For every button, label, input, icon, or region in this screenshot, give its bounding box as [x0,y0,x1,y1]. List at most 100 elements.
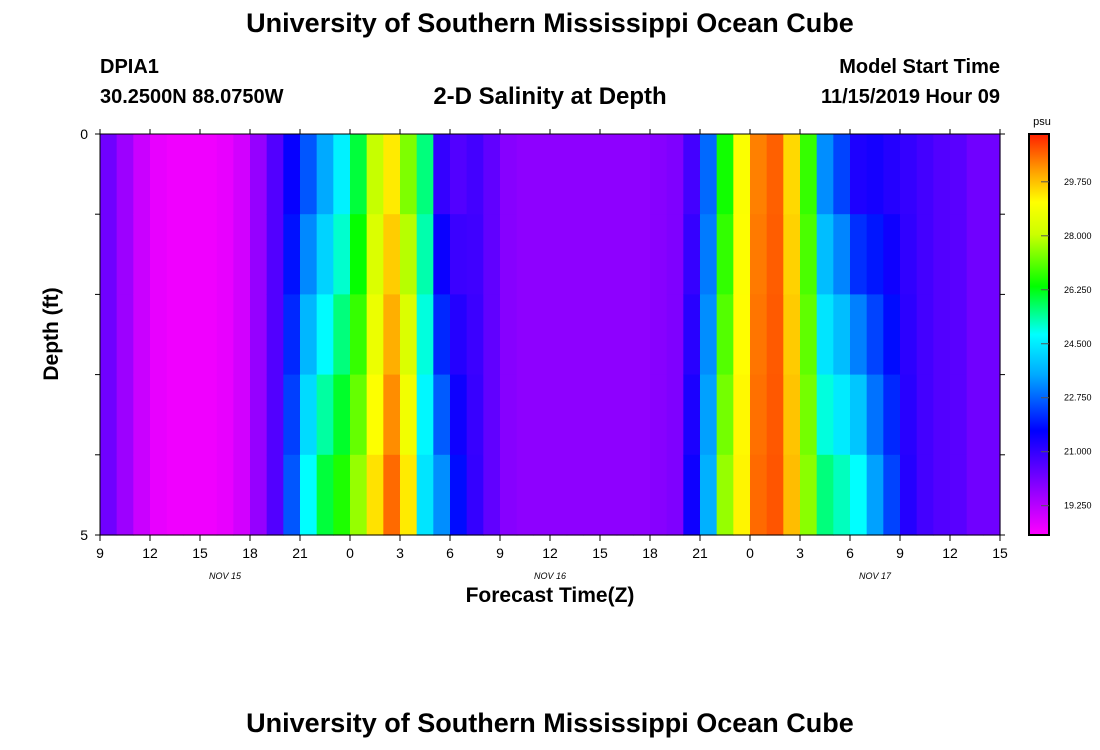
heatmap-cell [450,454,468,536]
heatmap-cell [483,294,501,376]
heatmap-cell [983,454,1001,536]
heatmap-cell [983,294,1001,376]
x-tick-label: 21 [292,545,308,561]
heatmap-cell [950,374,968,456]
heatmap-cell [433,294,451,376]
heatmap-cell [333,294,351,376]
heatmap-cell [816,294,834,376]
heatmap-cell [583,454,601,536]
heatmap-cell [883,134,901,215]
heatmap-cell [183,134,201,215]
station-id: DPIA1 [100,56,159,78]
heatmap-cell [133,374,151,456]
colorbar-unit: psu [1033,116,1051,128]
heatmap-cell [266,454,284,536]
x-tick-label: 12 [142,545,158,561]
heatmap-cell [566,294,584,376]
heatmap-cell [500,214,518,295]
heatmap-cell [983,374,1001,456]
heatmap-cell [616,294,634,376]
heatmap-cell [616,374,634,456]
heatmap-cell [616,214,634,295]
heatmap-cell [266,134,284,215]
heatmap-cell [416,374,434,456]
heatmap-cell [700,134,718,215]
heatmap-cell [433,214,451,295]
heatmap-cell [583,214,601,295]
x-tick-label: 15 [992,545,1008,561]
heatmap-cell [633,214,651,295]
x-tick-label: 3 [396,545,404,561]
heatmap-cell [866,214,884,295]
model-start-label: Model Start Time [839,56,1000,78]
heatmap-cell [533,374,551,456]
heatmap-cell [566,374,584,456]
heatmap-cell [266,294,284,376]
x-tick-label: 18 [242,545,258,561]
date-label: NOV 17 [859,571,892,581]
heatmap-cell [350,454,368,536]
heatmap-cell [833,374,851,456]
heatmap-cell [766,454,784,536]
heatmap-cell [183,214,201,295]
heatmap-cell [883,454,901,536]
heatmap-cell [150,454,168,536]
heatmap-cell [600,294,618,376]
heatmap-cell [183,454,201,536]
heatmap-cell [650,454,668,536]
heatmap-cell [850,214,868,295]
heatmap-cell [733,134,751,215]
heatmap-cell [483,454,501,536]
plot-title: 2-D Salinity at Depth [433,83,667,110]
heatmap-cell [283,374,301,456]
heatmap-cell [283,134,301,215]
heatmap-cell [766,134,784,215]
heatmap-cell [850,374,868,456]
heatmap-cell [500,454,518,536]
heatmap-cell [633,374,651,456]
heatmap-cell [616,134,634,215]
heatmap-cell [366,374,384,456]
heatmap-cell [933,454,951,536]
heatmap-cell [766,214,784,295]
heatmap-cell [683,214,701,295]
heatmap-cell [616,454,634,536]
heatmap-cell [450,294,468,376]
heatmap-cell [400,134,418,215]
heatmap-cell [716,214,734,295]
heatmap-cell [216,454,234,536]
heatmap-cell [916,454,934,536]
heatmap-cell [233,134,251,215]
heatmap-cell [883,374,901,456]
heatmap-cell [983,134,1001,215]
heatmap-cell [516,214,534,295]
heatmap-cell [333,214,351,295]
heatmap-cell [800,214,818,295]
heatmap-cell [200,374,218,456]
heatmap-cell [100,374,118,456]
heatmap-cell [866,294,884,376]
heatmap-cell [800,374,818,456]
heatmap-cell [550,214,568,295]
heatmap-cell [200,454,218,536]
heatmap-cell [716,374,734,456]
heatmap-cell [950,454,968,536]
heatmap-cell [900,214,918,295]
heatmap-cell [316,294,334,376]
x-tick-label: 9 [496,545,504,561]
heatmap-cell [750,134,768,215]
colorbar-tick-label: 29.750 [1064,177,1092,187]
date-label: NOV 15 [209,571,242,581]
date-label: NOV 16 [534,571,566,581]
heatmap-cell [300,454,318,536]
heatmap-cell [966,454,984,536]
heatmap-cell [966,294,984,376]
colorbar-tick-label: 19.250 [1064,501,1092,511]
heatmap-cell [233,374,251,456]
heatmap-cell [583,374,601,456]
x-tick-label: 0 [346,545,354,561]
heatmap-cell [250,294,268,376]
colorbar-tick-label: 22.750 [1064,393,1092,403]
heatmap-cell [916,214,934,295]
